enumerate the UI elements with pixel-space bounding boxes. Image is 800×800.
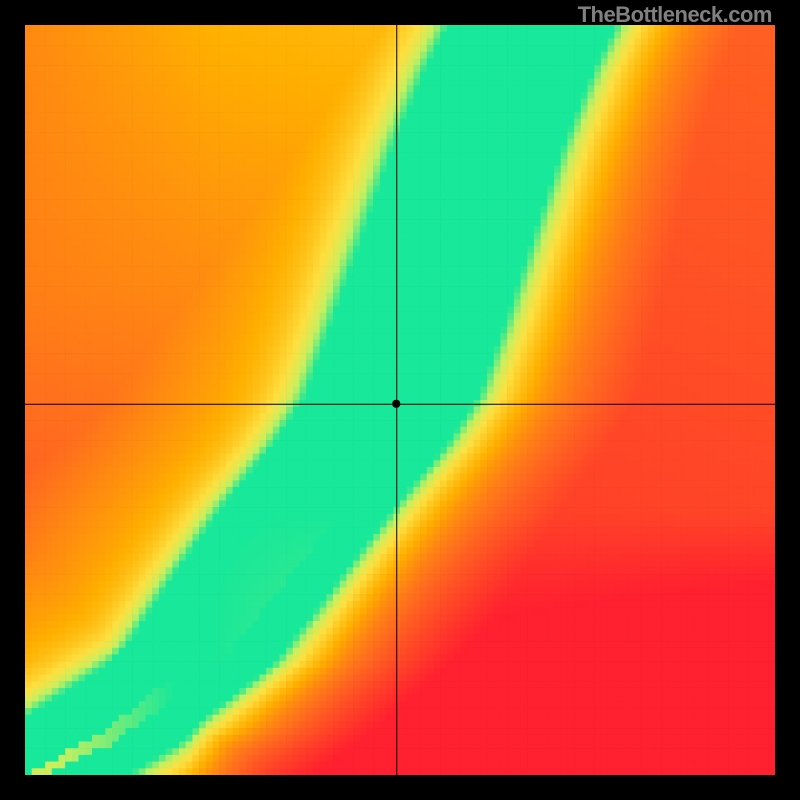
bottleneck-heatmap [25,25,775,775]
plot-container: TheBottleneck.com [0,0,800,800]
watermark-text: TheBottleneck.com [578,2,772,28]
